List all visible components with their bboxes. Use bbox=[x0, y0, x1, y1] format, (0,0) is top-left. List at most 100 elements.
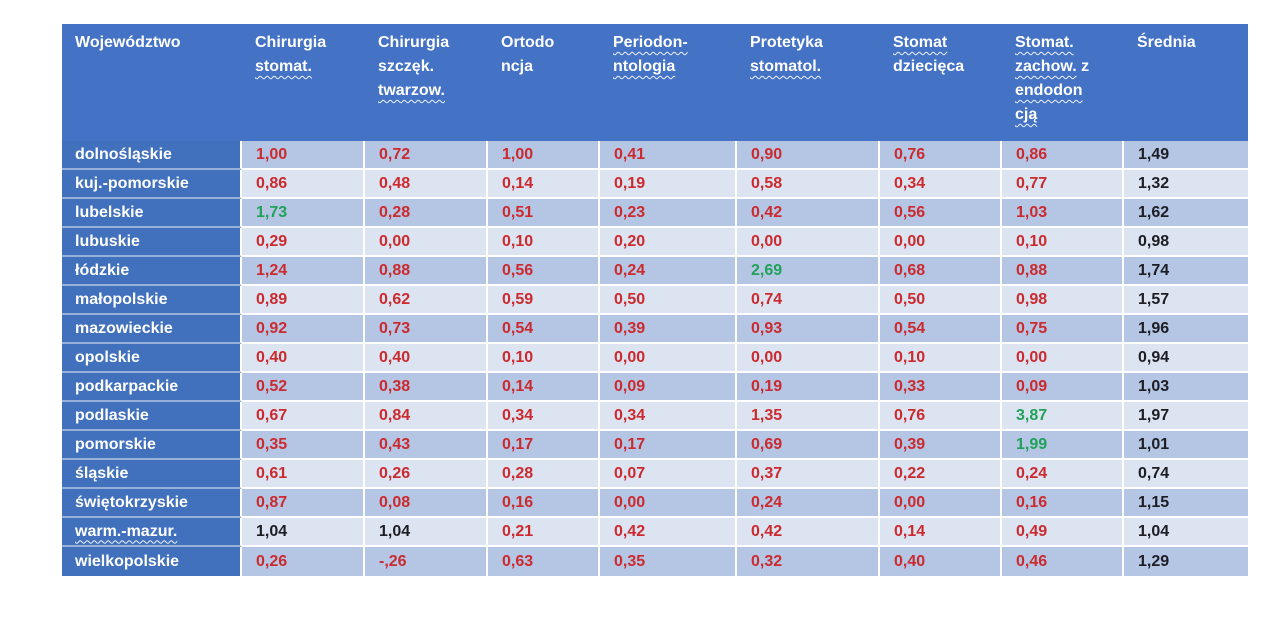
column-header-text: Ortodo bbox=[501, 34, 555, 51]
value-cell: 0,63 bbox=[488, 547, 600, 576]
value-cell: 0,19 bbox=[600, 170, 737, 199]
column-header-wojewodztwo: Województwo bbox=[62, 24, 242, 141]
value-cell: 0,34 bbox=[600, 402, 737, 431]
value-cell: 0,59 bbox=[488, 286, 600, 315]
value-cell: 0,17 bbox=[600, 431, 737, 460]
value-cell: 0,58 bbox=[737, 170, 880, 199]
column-header-srednia: Średnia bbox=[1124, 24, 1248, 141]
value-cell: 0,89 bbox=[242, 286, 365, 315]
voivodeship-name: lubuskie bbox=[75, 232, 140, 250]
value-cell: 3,87 bbox=[1002, 402, 1124, 431]
value-cell: 0,00 bbox=[600, 489, 737, 518]
voivodeship-name: świętokrzyskie bbox=[75, 493, 188, 511]
value-cell: 0,10 bbox=[880, 344, 1002, 373]
voivodeship-dental-specialties-table: Województwo Chirurgia stomat. Chirurgia szcz… bbox=[62, 24, 1248, 576]
value-cell: 0,84 bbox=[365, 402, 488, 431]
voivodeship-name: małopolskie bbox=[75, 290, 168, 308]
voivodeship-name: podlaskie bbox=[75, 406, 149, 424]
value-cell: 0,67 bbox=[242, 402, 365, 431]
value-cell: 0,42 bbox=[737, 518, 880, 547]
value-cell: 0,75 bbox=[1002, 315, 1124, 344]
header-row: Województwo Chirurgia stomat. Chirurgia szcz… bbox=[62, 24, 1248, 141]
table-row: lubelskie 1,73 0,28 0,51 0,23 0,42 0,56 1,03 1,6… bbox=[62, 199, 1248, 228]
value-cell: 0,00 bbox=[880, 228, 1002, 257]
row-header: pomorskie bbox=[62, 431, 242, 460]
value-cell: 0,77 bbox=[1002, 170, 1124, 199]
column-header-text: endodon bbox=[1015, 82, 1083, 99]
value-cell: 0,93 bbox=[737, 315, 880, 344]
row-header: małopolskie bbox=[62, 286, 242, 315]
value-cell: 1,03 bbox=[1002, 199, 1124, 228]
column-header-stomat-zachow-z-endodoncja: Stomat. zachow. z endodon cją bbox=[1002, 24, 1124, 141]
voivodeship-name: dolnośląskie bbox=[75, 145, 172, 163]
column-header-text: Chirurgia bbox=[378, 34, 450, 51]
value-cell: 0,00 bbox=[365, 228, 488, 257]
value-cell: 0,74 bbox=[1124, 460, 1248, 489]
row-header: kuj.-pomorskie bbox=[62, 170, 242, 199]
value-cell: 0,28 bbox=[488, 460, 600, 489]
value-cell: 0,40 bbox=[242, 344, 365, 373]
value-cell: 0,09 bbox=[600, 373, 737, 402]
column-header-text: zachow. bbox=[1015, 58, 1077, 75]
voivodeship-name: łódzkie bbox=[75, 261, 130, 279]
value-cell: 0,90 bbox=[737, 141, 880, 170]
column-header-text: z bbox=[1076, 58, 1090, 75]
value-cell: 0,16 bbox=[1002, 489, 1124, 518]
value-cell: 0,26 bbox=[365, 460, 488, 489]
value-cell: 1,99 bbox=[1002, 431, 1124, 460]
value-cell: 0,76 bbox=[880, 402, 1002, 431]
value-cell: 0,76 bbox=[880, 141, 1002, 170]
value-cell: 0,34 bbox=[488, 402, 600, 431]
value-cell: 0,86 bbox=[242, 170, 365, 199]
row-header: dolnośląskie bbox=[62, 141, 242, 170]
value-cell: 0,42 bbox=[600, 518, 737, 547]
value-cell: 0,98 bbox=[1124, 228, 1248, 257]
table-row: podlaskie 0,67 0,84 0,34 0,34 1,35 0,76 3,87 1,9… bbox=[62, 402, 1248, 431]
value-cell: 0,49 bbox=[1002, 518, 1124, 547]
table-row: wielkopolskie 0,26 -,26 0,63 0,35 0,32 0,40 0,4… bbox=[62, 547, 1248, 576]
value-cell: 0,00 bbox=[1002, 344, 1124, 373]
table-row: śląskie 0,61 0,26 0,28 0,07 0,37 0,22 0,24 0,74 bbox=[62, 460, 1248, 489]
voivodeship-name: śląskie bbox=[75, 464, 129, 482]
value-cell: 0,00 bbox=[600, 344, 737, 373]
row-header: mazowieckie bbox=[62, 315, 242, 344]
voivodeship-name: podkarpackie bbox=[75, 377, 179, 395]
value-cell: 1,62 bbox=[1124, 199, 1248, 228]
value-cell: 0,24 bbox=[737, 489, 880, 518]
value-cell: 0,52 bbox=[242, 373, 365, 402]
column-header-ortodoncja: Ortodo ncja bbox=[488, 24, 600, 141]
value-cell: 1,29 bbox=[1124, 547, 1248, 576]
value-cell: 0,42 bbox=[737, 199, 880, 228]
column-header-chirurgia-szczek-twarzow: Chirurgia szczęk. twarzow. bbox=[365, 24, 488, 141]
value-cell: 0,56 bbox=[880, 199, 1002, 228]
column-header-text: szczęk. bbox=[378, 58, 435, 75]
table-row: kuj.-pomorskie 0,86 0,48 0,14 0,19 0,58 0,34 0,… bbox=[62, 170, 1248, 199]
value-cell: 0,88 bbox=[1002, 257, 1124, 286]
value-cell: 0,38 bbox=[365, 373, 488, 402]
table-row: pomorskie 0,35 0,43 0,17 0,17 0,69 0,39 1,99 1,0… bbox=[62, 431, 1248, 460]
value-cell: 1,04 bbox=[242, 518, 365, 547]
column-header-periodontologia: Periodon-ntologia bbox=[600, 24, 737, 141]
value-cell: 0,24 bbox=[600, 257, 737, 286]
value-cell: 0,51 bbox=[488, 199, 600, 228]
value-cell: 0,69 bbox=[737, 431, 880, 460]
value-cell: 0,14 bbox=[488, 373, 600, 402]
column-header-text: stomat. bbox=[255, 58, 312, 75]
value-cell: 0,00 bbox=[737, 344, 880, 373]
value-cell: 0,41 bbox=[600, 141, 737, 170]
column-header-text: Średnia bbox=[1137, 34, 1196, 51]
column-header-chirurgia-stomat: Chirurgia stomat. bbox=[242, 24, 365, 141]
value-cell: 0,62 bbox=[365, 286, 488, 315]
table-row: warm.-mazur. 1,04 1,04 0,21 0,42 0,42 0,14 0,49… bbox=[62, 518, 1248, 547]
value-cell: 0,26 bbox=[242, 547, 365, 576]
value-cell: 0,33 bbox=[880, 373, 1002, 402]
value-cell: 1,00 bbox=[242, 141, 365, 170]
column-header-text: ntologia bbox=[613, 58, 676, 75]
value-cell: 0,14 bbox=[488, 170, 600, 199]
value-cell: 0,68 bbox=[880, 257, 1002, 286]
value-cell: 0,48 bbox=[365, 170, 488, 199]
value-cell: 1,04 bbox=[365, 518, 488, 547]
row-header: łódzkie bbox=[62, 257, 242, 286]
column-header-text: Chirurgia bbox=[255, 34, 327, 51]
